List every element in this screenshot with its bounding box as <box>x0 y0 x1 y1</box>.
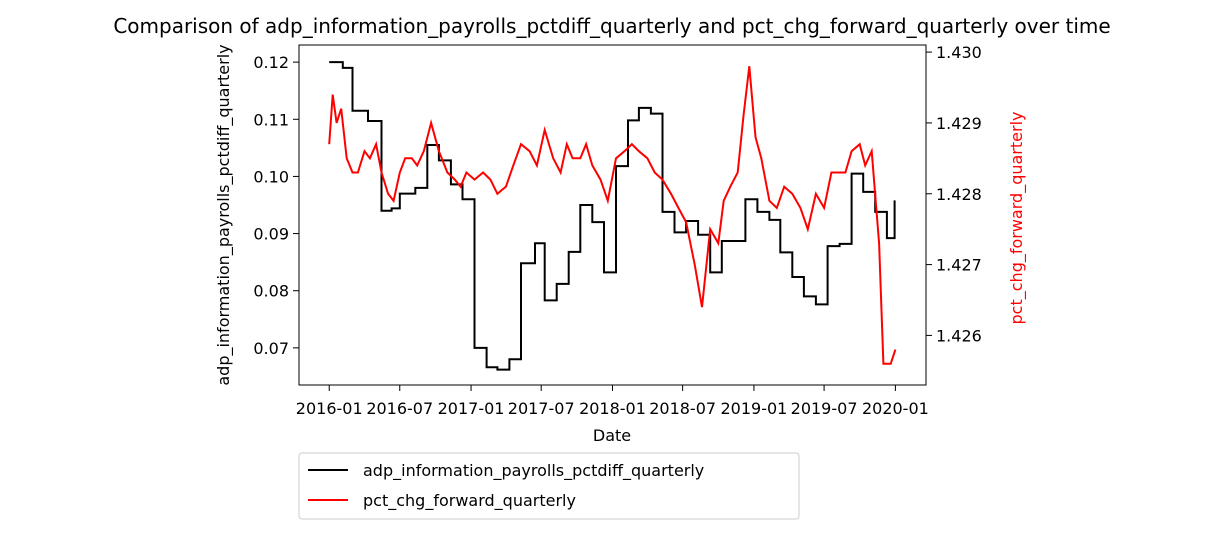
x-tick-label: 2018-07 <box>649 399 716 418</box>
series-line-adp-payrolls <box>329 61 896 371</box>
y-right-tick-label: 1.426 <box>936 326 982 345</box>
y-right-tick-label: 1.428 <box>936 185 982 204</box>
legend: adp_information_payrolls_pctdiff_quarter… <box>298 452 800 520</box>
chart-title: Comparison of adp_information_payrolls_p… <box>113 14 1110 38</box>
legend-entry-pct-chg-forward: pct_chg_forward_quarterly <box>363 491 576 511</box>
x-tick-label: 2016-01 <box>296 399 363 418</box>
plot-frame <box>298 44 927 386</box>
y-right-axis-label: pct_chg_forward_quarterly <box>1007 112 1027 325</box>
y-left-tick-label: 0.11 <box>253 110 289 129</box>
x-axis-label: Date <box>593 426 631 445</box>
x-tick-label: 2016-07 <box>366 399 433 418</box>
x-tick-label: 2020-01 <box>862 399 929 418</box>
y-left-tick-label: 0.10 <box>253 167 289 186</box>
legend-frame <box>298 452 800 520</box>
series-line-pct-chg-forward <box>328 66 897 365</box>
y-left-tick-label: 0.09 <box>253 225 289 244</box>
x-tick-label: 2017-01 <box>438 399 505 418</box>
y-right-axis-ticks: 1.426 1.427 1.428 1.429 1.430 <box>926 43 982 345</box>
x-tick-label: 2017-07 <box>508 399 575 418</box>
x-tick-label: 2019-01 <box>721 399 788 418</box>
y-right-tick-label: 1.429 <box>936 114 982 133</box>
y-right-tick-label: 1.427 <box>936 256 982 275</box>
x-tick-label: 2018-01 <box>579 399 646 418</box>
x-tick-label: 2019-07 <box>791 399 858 418</box>
y-left-tick-label: 0.12 <box>253 53 289 72</box>
y-left-axis-label: adp_information_payrolls_pctdiff_quarter… <box>214 44 234 385</box>
legend-entry-adp-payrolls: adp_information_payrolls_pctdiff_quarter… <box>363 461 704 481</box>
y-right-tick-label: 1.430 <box>936 43 982 62</box>
y-left-axis-ticks: 0.07 0.08 0.09 0.10 0.11 0.12 <box>253 53 299 358</box>
plot-area <box>298 44 927 386</box>
x-axis-ticks: 2016-01 2016-07 2017-01 2017-07 2018-01 2018-… <box>296 385 929 418</box>
y-left-tick-label: 0.07 <box>253 339 289 358</box>
y-left-tick-label: 0.08 <box>253 282 289 301</box>
